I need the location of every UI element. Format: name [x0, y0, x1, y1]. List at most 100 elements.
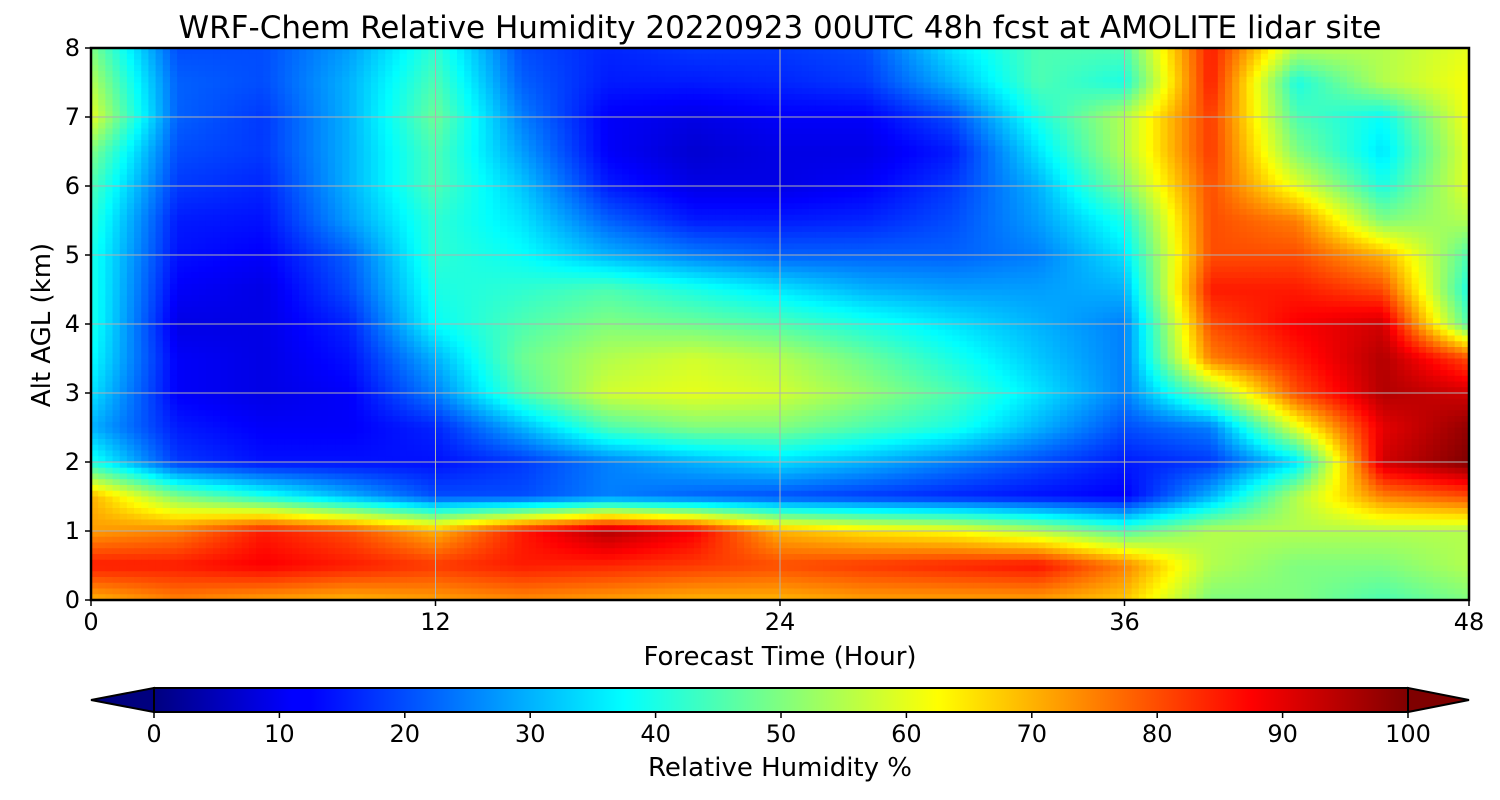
heatmap-cell [564, 82, 573, 89]
heatmap-cell [1260, 186, 1269, 193]
heatmap-cell [485, 105, 494, 112]
heatmap-cell [1318, 82, 1327, 89]
heatmap-cell [823, 168, 831, 176]
heatmap-cell [614, 111, 623, 118]
heatmap-cell [665, 191, 673, 199]
heatmap-cell [320, 71, 329, 78]
heatmap-cell [1454, 48, 1463, 55]
heatmap-cell [815, 117, 824, 124]
heatmap-cell [528, 180, 537, 187]
heatmap-cell [600, 99, 609, 107]
heatmap-cell [457, 111, 465, 118]
heatmap-cell [507, 82, 516, 89]
heatmap-cell [1303, 163, 1312, 170]
heatmap-cell [1217, 105, 1226, 112]
heatmap-cell [1318, 122, 1327, 130]
heatmap-cell [880, 48, 889, 55]
heatmap-cell [1311, 76, 1319, 84]
heatmap-cell [1074, 111, 1083, 118]
heatmap-cell [234, 88, 243, 95]
heatmap-cell [105, 180, 114, 187]
heatmap-cell [715, 105, 724, 112]
heatmap-cell [1332, 88, 1341, 95]
heatmap-cell [858, 71, 867, 78]
heatmap-cell [1375, 145, 1384, 153]
heatmap-cell [571, 59, 580, 66]
heatmap-cell [521, 174, 530, 181]
heatmap-cell [1024, 163, 1032, 170]
heatmap-cell [837, 99, 846, 107]
heatmap-cell [263, 151, 272, 158]
heatmap-cell [464, 134, 472, 141]
heatmap-cell [629, 76, 638, 84]
heatmap-cell [650, 168, 659, 176]
heatmap-cell [973, 117, 982, 124]
heatmap-cell [1074, 71, 1083, 78]
heatmap-cell [1138, 145, 1147, 153]
heatmap-cell [478, 157, 487, 164]
heatmap-cell [701, 94, 709, 101]
heatmap-cell [866, 186, 874, 193]
heatmap-cell [198, 105, 207, 112]
heatmap-cell [923, 134, 932, 141]
heatmap-cell [1124, 71, 1133, 78]
heatmap-cell [1167, 76, 1176, 84]
heatmap-cell [428, 53, 437, 61]
heatmap-cell [945, 122, 953, 130]
heatmap-cell [457, 145, 465, 153]
heatmap-cell [119, 117, 128, 124]
heatmap-cell [492, 174, 501, 181]
heatmap-cell [894, 53, 903, 61]
heatmap-cell [650, 134, 659, 141]
heatmap-cell [916, 65, 925, 72]
heatmap-cell [923, 151, 932, 158]
heatmap-cell [1454, 174, 1463, 181]
heatmap-cell [177, 71, 185, 78]
heatmap-cell [980, 151, 989, 158]
heatmap-cell [1146, 122, 1154, 130]
heatmap-cell [356, 82, 365, 89]
heatmap-cell [622, 59, 630, 66]
heatmap-cell [593, 168, 602, 176]
heatmap-cell [1275, 134, 1283, 141]
heatmap-cell [528, 88, 537, 95]
heatmap-cell [1217, 82, 1226, 89]
heatmap-cell [801, 71, 810, 78]
heatmap-cell [141, 99, 150, 107]
heatmap-cell [1059, 151, 1068, 158]
heatmap-cell [945, 145, 953, 153]
heatmap-cell [1303, 134, 1312, 141]
heatmap-cell [392, 168, 401, 176]
heatmap-cell [622, 186, 630, 193]
heatmap-cell [1260, 191, 1269, 199]
heatmap-cell [234, 163, 243, 170]
heatmap-cell [256, 53, 264, 61]
heatmap-cell [177, 82, 185, 89]
heatmap-cell [1217, 48, 1226, 55]
heatmap-cell [428, 71, 437, 78]
heatmap-cell [858, 94, 867, 101]
heatmap-cell [787, 71, 795, 78]
heatmap-cell [1296, 191, 1305, 199]
heatmap-cell [191, 174, 200, 181]
heatmap-cell [1411, 122, 1420, 130]
heatmap-cell [91, 88, 99, 95]
heatmap-cell [306, 157, 315, 164]
heatmap-cell [787, 140, 795, 147]
heatmap-cell [449, 76, 458, 84]
heatmap-cell [1411, 59, 1420, 66]
heatmap-cell [1404, 163, 1413, 170]
heatmap-cell [1318, 186, 1327, 193]
heatmap-cell [1131, 180, 1140, 187]
heatmap-cell [586, 163, 594, 170]
heatmap-cell [1210, 111, 1219, 118]
heatmap-cell [112, 191, 121, 199]
heatmap-cell [665, 163, 673, 170]
heatmap-cell [162, 163, 171, 170]
heatmap-cell [1016, 186, 1025, 193]
heatmap-cell [600, 157, 609, 164]
heatmap-cell [708, 53, 717, 61]
heatmap-cell [435, 122, 444, 130]
heatmap-cell [1311, 151, 1319, 158]
heatmap-cell [1296, 180, 1305, 187]
